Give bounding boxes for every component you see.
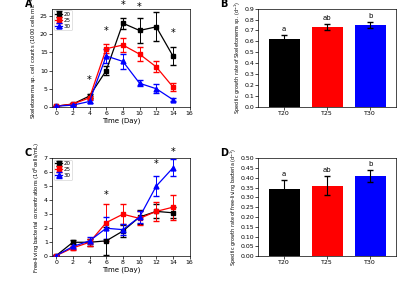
- Legend: 20, 25, 30: 20, 25, 30: [54, 10, 72, 30]
- Text: ab: ab: [323, 15, 332, 21]
- Text: *: *: [104, 190, 108, 200]
- Text: b: b: [368, 13, 372, 19]
- Bar: [312, 27, 343, 107]
- Text: ab: ab: [323, 167, 332, 173]
- Text: b: b: [368, 161, 372, 167]
- Text: *: *: [120, 1, 125, 10]
- Text: *: *: [154, 0, 159, 3]
- Bar: [269, 190, 300, 256]
- Text: a: a: [282, 171, 286, 177]
- Bar: [269, 39, 300, 107]
- Text: *: *: [170, 147, 175, 157]
- Y-axis label: Specific growth rate of free-living bacteria (d$^{-1}$): Specific growth rate of free-living bact…: [229, 148, 239, 266]
- Legend: 20, 25, 30: 20, 25, 30: [54, 160, 72, 180]
- Text: B: B: [220, 0, 227, 9]
- Text: *: *: [170, 28, 175, 38]
- Bar: [355, 176, 386, 256]
- Text: *: *: [154, 159, 159, 169]
- Text: D: D: [220, 148, 228, 158]
- Text: *: *: [104, 26, 108, 36]
- Y-axis label: Free-living bacterial concentrations (10$^6$cells/mL): Free-living bacterial concentrations (10…: [32, 141, 42, 273]
- Text: a: a: [282, 26, 286, 32]
- Bar: [355, 25, 386, 107]
- Y-axis label: Specific growth rate of Skeletonema sp. (d$^{-1}$): Specific growth rate of Skeletonema sp. …: [233, 1, 243, 114]
- X-axis label: Time (Day): Time (Day): [102, 267, 140, 273]
- X-axis label: Time (Day): Time (Day): [102, 118, 140, 124]
- Bar: [312, 185, 343, 256]
- Text: A: A: [24, 0, 32, 9]
- Y-axis label: Skeletonema sp. cell counts (1000 cells mL$^{-1}$): Skeletonema sp. cell counts (1000 cells …: [28, 0, 38, 120]
- Text: C: C: [24, 148, 32, 158]
- Text: *: *: [87, 75, 92, 85]
- Text: *: *: [137, 2, 142, 12]
